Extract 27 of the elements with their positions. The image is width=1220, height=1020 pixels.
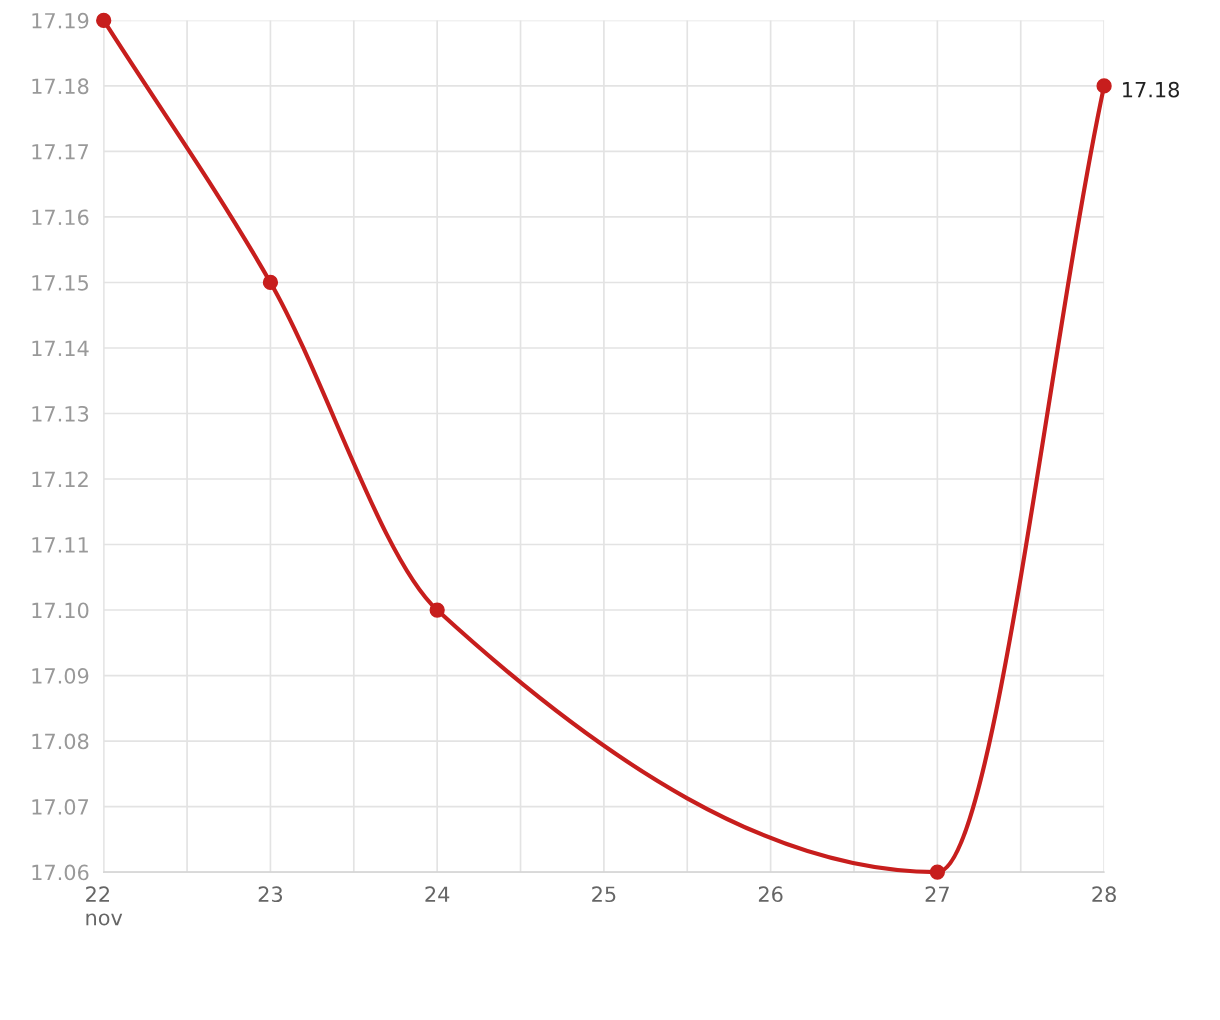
y-tick-label: 17.12 xyxy=(32,471,88,487)
y-tick-label: 17.19 xyxy=(32,12,89,29)
y-tick-label: 17.10 xyxy=(32,602,89,619)
point xyxy=(96,12,112,29)
point xyxy=(262,274,279,291)
y-tick-label: 17.07 xyxy=(32,799,89,815)
y-tick-label: 17.11 xyxy=(32,537,88,553)
point xyxy=(1096,78,1112,94)
y-tick-label: 17.13 xyxy=(32,405,89,422)
x-tick-label: 26 xyxy=(758,886,783,903)
point xyxy=(929,864,946,880)
x-tick-label: 23 xyxy=(258,886,283,903)
y-tick-label: 17.06 xyxy=(32,864,89,881)
y-tick-label: 17.14 xyxy=(32,340,89,356)
y-tick-label: 17.18 xyxy=(32,78,89,95)
x-tick-label: 22 nov xyxy=(86,886,123,926)
y-tick-label: 17.16 xyxy=(32,209,89,226)
y-tick-label: 17.17 xyxy=(32,144,89,160)
point xyxy=(429,602,445,618)
data-label: 17.18 xyxy=(1123,81,1179,98)
y-tick-label: 17.15 xyxy=(32,275,88,291)
x-tick-label: 27 xyxy=(925,886,949,902)
y-tick-label: 17.09 xyxy=(32,668,89,684)
x-tick-label: 25 xyxy=(592,886,616,903)
x-tick-label: 24 xyxy=(425,886,450,902)
x-tick-label: 28 xyxy=(1092,886,1116,903)
y-tick-label: 17.08 xyxy=(32,733,89,750)
